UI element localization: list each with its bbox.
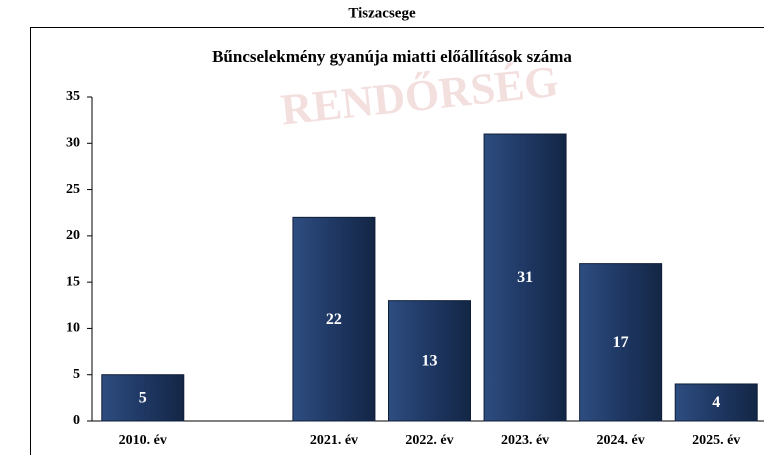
x-tick-label: 2021. év <box>310 433 358 448</box>
y-tick-label: 30 <box>66 136 80 151</box>
page-title: Tiszacsege <box>348 5 416 21</box>
y-tick-label: 15 <box>66 274 80 289</box>
page: Tiszacsege RENDŐRSÉG Bűncselekmény gyanú… <box>0 0 764 455</box>
x-tick-label: 2025. év <box>692 433 740 448</box>
x-tick-label: 2022. év <box>405 433 453 448</box>
y-tick-label: 0 <box>73 413 80 428</box>
value-label: 31 <box>517 269 533 286</box>
watermark: RENDŐRSÉG <box>278 56 560 135</box>
value-label: 4 <box>712 394 720 411</box>
y-tick-label: 25 <box>66 182 80 197</box>
x-tick-label: 2023. év <box>501 433 549 448</box>
value-label: 13 <box>422 353 438 370</box>
chart-title: Bűncselekmény gyanúja miatti előállításo… <box>212 47 572 66</box>
value-label: 22 <box>326 311 342 328</box>
x-tick-label: 2024. év <box>597 433 645 448</box>
y-tick-label: 20 <box>66 228 80 243</box>
y-tick-label: 5 <box>73 367 80 382</box>
x-tick-label: 2010. év <box>119 433 167 448</box>
y-tick-label: 10 <box>66 321 80 336</box>
value-label: 17 <box>613 334 629 351</box>
value-label: 5 <box>139 390 147 407</box>
y-tick-label: 35 <box>66 89 80 104</box>
